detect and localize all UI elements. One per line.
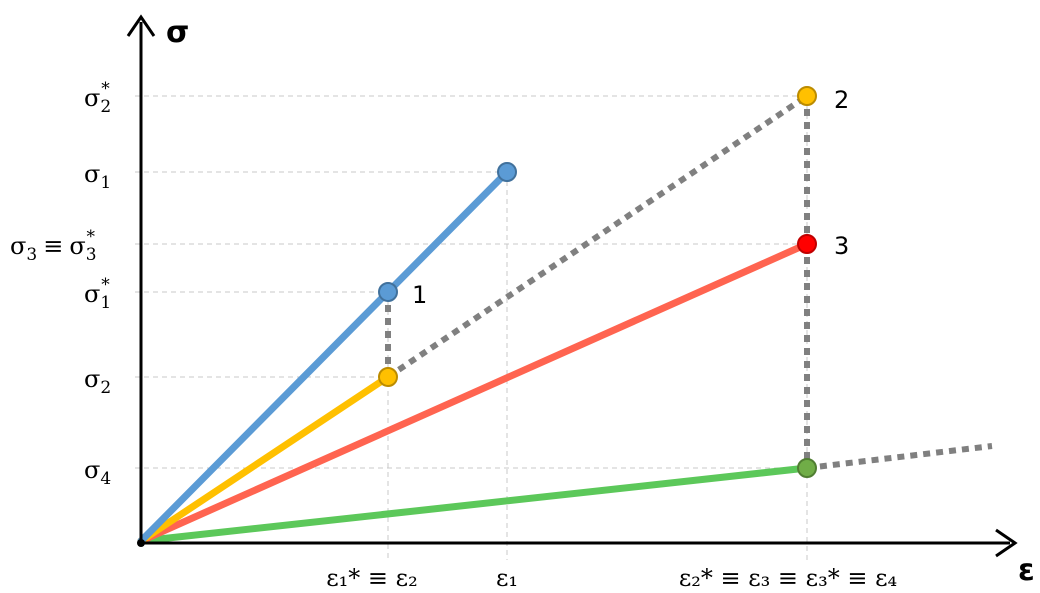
dotted-lines — [385, 93, 993, 471]
markers — [378, 86, 817, 478]
y-axis-title: σ — [166, 15, 189, 50]
point-label-2: 2 — [834, 86, 849, 114]
y-tick-sigma1-star: σ1* — [84, 275, 111, 313]
x-tick-eps1-star-equiv-eps2: ε₁* ≡ ε₂ — [326, 564, 417, 592]
marker-blue-1 — [378, 282, 398, 302]
dotted-green-extension — [806, 443, 993, 471]
marker-yellow-low — [378, 367, 398, 387]
x-axis-title: ε — [1018, 553, 1035, 588]
red-loading-line — [137, 240, 811, 545]
point-label-1: 1 — [412, 281, 427, 309]
y-tick-sigma2: σ2 — [84, 365, 111, 398]
y-tick-sigma3-equiv: σ3 ≡ σ3* — [10, 227, 97, 265]
y-tick-sigma2-star: σ2* — [84, 79, 111, 117]
dotted-yellow-extension — [386, 93, 809, 380]
x-axis-arrowhead — [995, 528, 1018, 558]
x-tick-eps1: ε₁ — [496, 564, 518, 592]
marker-yellow-2 — [797, 86, 817, 106]
yellow-loading-line — [137, 373, 392, 545]
point-label-3: 3 — [834, 232, 849, 260]
y-axis-arrowhead — [126, 14, 156, 37]
marker-red-3 — [797, 234, 817, 254]
axes — [126, 14, 1018, 558]
blue-loading-line — [137, 168, 511, 545]
origin-point — [137, 539, 145, 547]
green-loading-line — [137, 464, 811, 545]
y-tick-sigma4: σ4 — [84, 456, 111, 489]
y-tick-sigma1: σ1 — [84, 160, 111, 193]
marker-blue-top — [497, 162, 517, 182]
marker-green — [797, 458, 817, 478]
x-tick-eps2-star-equiv-eps3-eps3star-eps4: ε₂* ≡ ε₃ ≡ ε₃* ≡ ε₄ — [679, 564, 897, 592]
